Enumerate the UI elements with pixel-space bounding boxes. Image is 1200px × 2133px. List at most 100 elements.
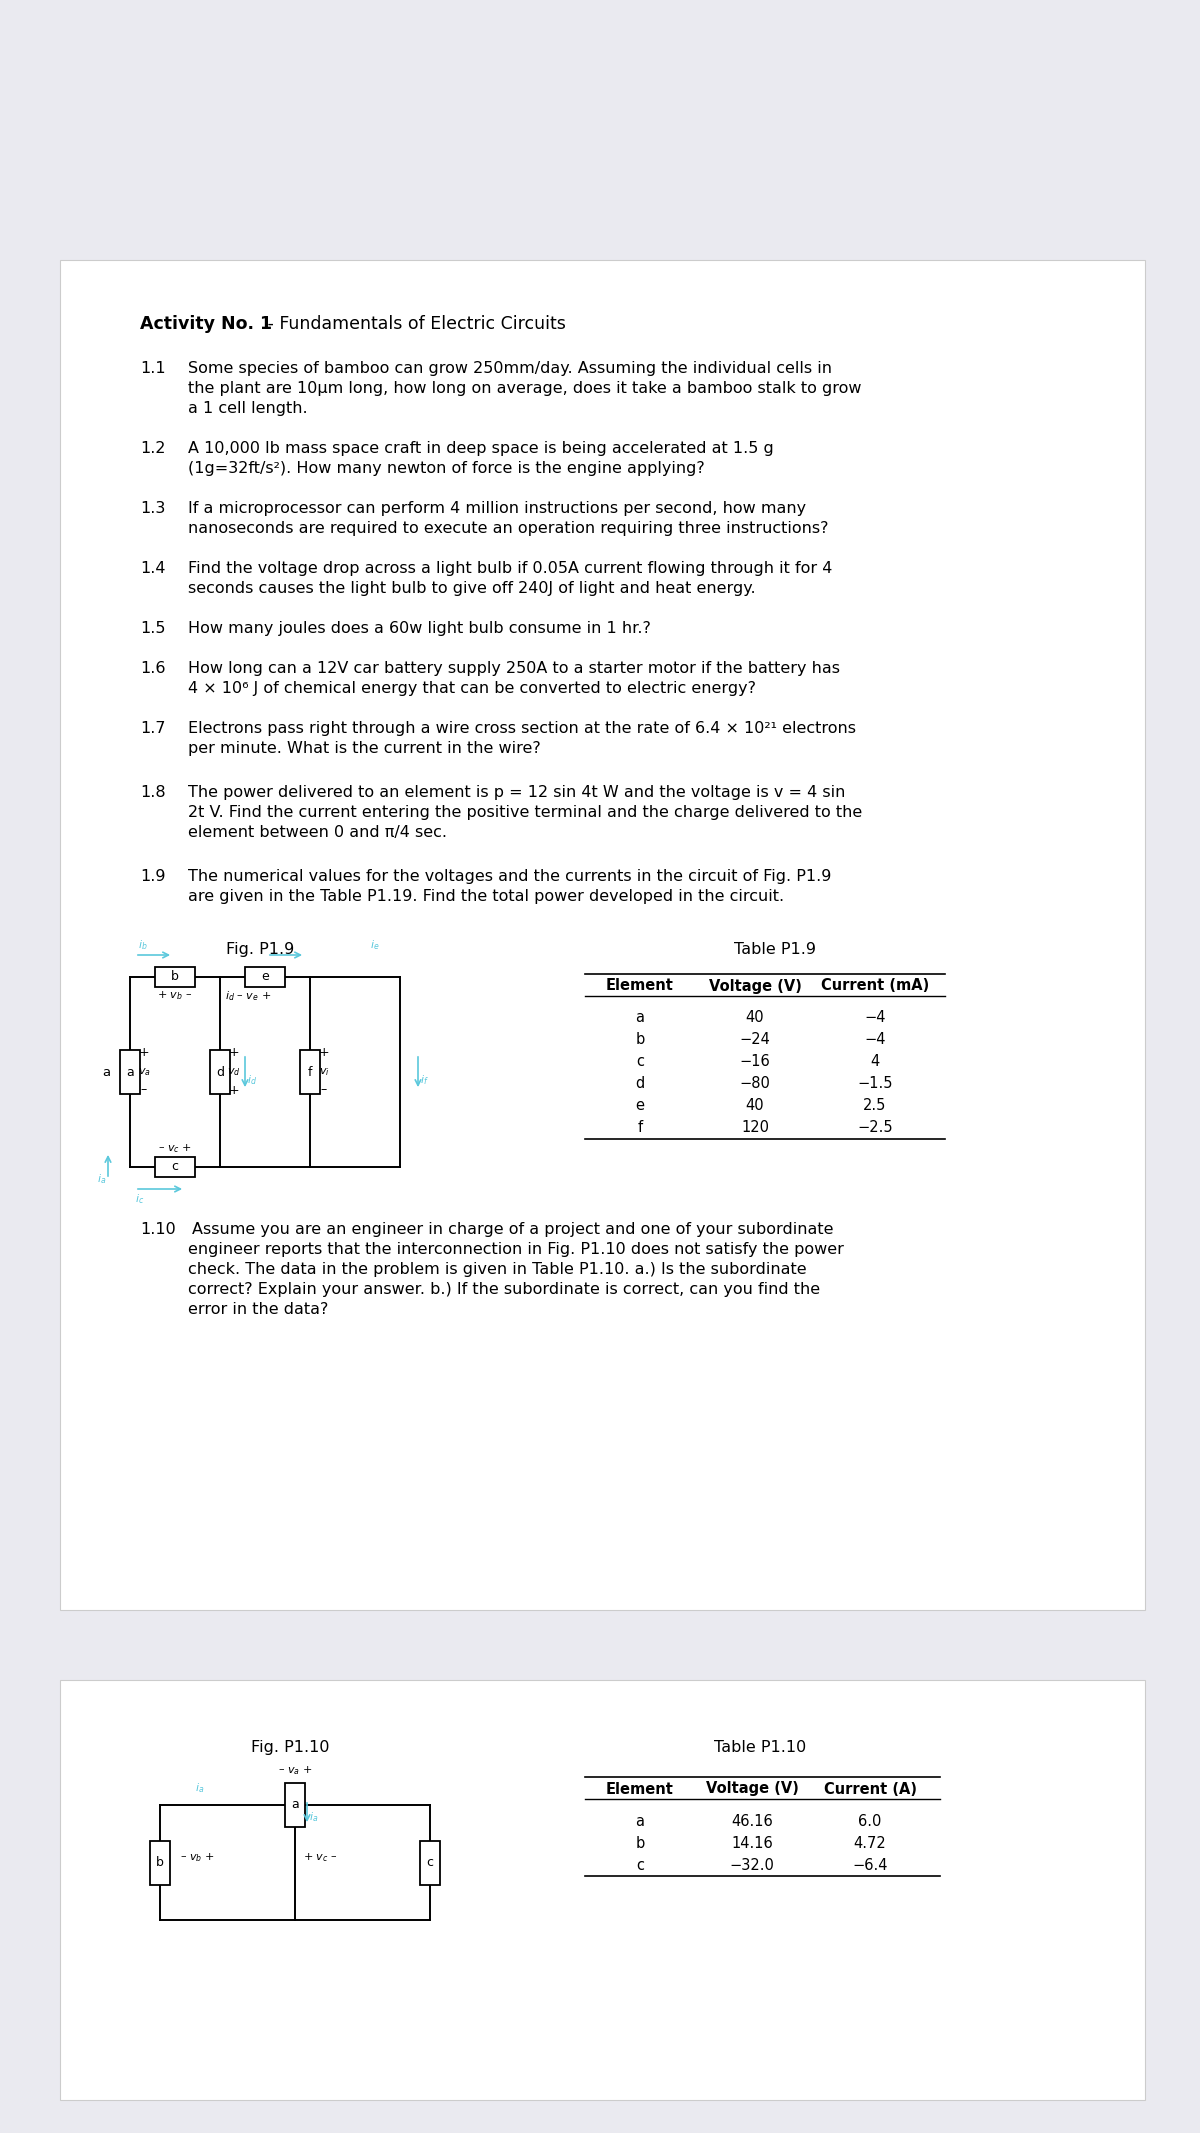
Text: −1.5: −1.5 xyxy=(857,1077,893,1092)
Text: −80: −80 xyxy=(739,1077,770,1092)
Text: Voltage (V): Voltage (V) xyxy=(706,1781,798,1796)
Text: How many joules does a 60w light bulb consume in 1 hr.?: How many joules does a 60w light bulb co… xyxy=(188,621,650,636)
Text: 1.7: 1.7 xyxy=(140,721,166,736)
Text: 1.6: 1.6 xyxy=(140,661,166,676)
Text: −32.0: −32.0 xyxy=(730,1858,774,1873)
Bar xyxy=(286,1783,305,1828)
Text: Fig. P1.9: Fig. P1.9 xyxy=(226,943,294,958)
Text: Table P1.10: Table P1.10 xyxy=(714,1741,806,1755)
Text: −6.4: −6.4 xyxy=(852,1858,888,1873)
Text: 1.10: 1.10 xyxy=(140,1222,175,1237)
Text: f: f xyxy=(637,1120,642,1135)
Text: How long can a 12V car battery supply 250A to a starter motor if the battery has: How long can a 12V car battery supply 25… xyxy=(188,661,840,676)
Text: 14.16: 14.16 xyxy=(731,1837,773,1851)
Bar xyxy=(155,1156,194,1177)
Text: f: f xyxy=(307,1066,312,1079)
Text: +: + xyxy=(229,1084,239,1096)
Text: – $v_c$ +: – $v_c$ + xyxy=(158,1141,192,1154)
Text: The numerical values for the voltages and the currents in the circuit of Fig. P1: The numerical values for the voltages an… xyxy=(188,868,832,883)
Bar xyxy=(150,1841,170,1883)
Text: –: – xyxy=(320,1084,328,1096)
Text: $i_b$: $i_b$ xyxy=(138,939,148,951)
Text: c: c xyxy=(636,1054,644,1069)
Text: If a microprocessor can perform 4 million instructions per second, how many: If a microprocessor can perform 4 millio… xyxy=(188,501,806,516)
Text: 4: 4 xyxy=(870,1054,880,1069)
Text: d: d xyxy=(216,1066,224,1079)
Text: 2.5: 2.5 xyxy=(863,1098,887,1113)
Text: + $v_b$ –: + $v_b$ – xyxy=(157,990,193,1003)
Text: c: c xyxy=(636,1858,644,1873)
Text: a: a xyxy=(126,1066,134,1079)
Text: e: e xyxy=(636,1098,644,1113)
Bar xyxy=(420,1841,440,1883)
Text: The power delivered to an element is p = 12 sin 4t W and the voltage is v = 4 si: The power delivered to an element is p =… xyxy=(188,785,845,800)
Text: per minute. What is the current in the wire?: per minute. What is the current in the w… xyxy=(188,740,541,755)
Text: Voltage (V): Voltage (V) xyxy=(708,979,802,994)
Text: check. The data in the problem is given in Table P1.10. a.) Is the subordinate: check. The data in the problem is given … xyxy=(188,1263,806,1278)
Text: engineer reports that the interconnection in Fig. P1.10 does not satisfy the pow: engineer reports that the interconnectio… xyxy=(188,1241,844,1256)
Text: Table P1.9: Table P1.9 xyxy=(734,943,816,958)
Text: 1.5: 1.5 xyxy=(140,621,166,636)
Text: a 1 cell length.: a 1 cell length. xyxy=(188,401,307,416)
Text: the plant are 10μm long, how long on average, does it take a bamboo stalk to gro: the plant are 10μm long, how long on ave… xyxy=(188,382,862,397)
Text: a: a xyxy=(102,1066,110,1079)
Text: 1.4: 1.4 xyxy=(140,561,166,576)
Text: d: d xyxy=(635,1077,644,1092)
Text: 1.3: 1.3 xyxy=(140,501,166,516)
Text: 1.1: 1.1 xyxy=(140,360,166,375)
Text: −24: −24 xyxy=(739,1032,770,1047)
Bar xyxy=(60,1681,1145,2101)
Text: –: – xyxy=(140,1084,148,1096)
Text: −4: −4 xyxy=(864,1032,886,1047)
Text: b: b xyxy=(635,1032,644,1047)
Text: A 10,000 lb mass space craft in deep space is being accelerated at 1.5 g: A 10,000 lb mass space craft in deep spa… xyxy=(188,442,774,456)
Text: 6.0: 6.0 xyxy=(858,1813,882,1828)
Text: $i_f$: $i_f$ xyxy=(420,1073,428,1088)
Text: $i_c$: $i_c$ xyxy=(134,1192,144,1205)
Text: – $v_a$ +: – $v_a$ + xyxy=(277,1764,312,1777)
Text: Activity No. 1: Activity No. 1 xyxy=(140,316,272,333)
Text: correct? Explain your answer. b.) If the subordinate is correct, can you find th: correct? Explain your answer. b.) If the… xyxy=(188,1282,820,1297)
Text: −16: −16 xyxy=(739,1054,770,1069)
Text: Current (A): Current (A) xyxy=(823,1781,917,1796)
Text: b: b xyxy=(156,1856,164,1869)
Text: 46.16: 46.16 xyxy=(731,1813,773,1828)
Text: $v_i$: $v_i$ xyxy=(319,1066,329,1077)
Text: e: e xyxy=(262,971,269,983)
Text: 1.9: 1.9 xyxy=(140,868,166,883)
Text: $v_d$: $v_d$ xyxy=(227,1066,241,1077)
Text: 1.2: 1.2 xyxy=(140,442,166,456)
Bar xyxy=(155,966,194,988)
Text: $i_a$: $i_a$ xyxy=(310,1811,318,1824)
Text: 40: 40 xyxy=(745,1011,764,1026)
Text: $i_a$: $i_a$ xyxy=(97,1171,106,1186)
Text: Some species of bamboo can grow 250mm/day. Assuming the individual cells in: Some species of bamboo can grow 250mm/da… xyxy=(188,360,832,375)
Text: c: c xyxy=(426,1856,433,1869)
Text: (1g=32ft/s²). How many newton of force is the engine applying?: (1g=32ft/s²). How many newton of force i… xyxy=(188,461,704,476)
Text: Find the voltage drop across a light bulb if 0.05A current flowing through it fo: Find the voltage drop across a light bul… xyxy=(188,561,833,576)
Text: a: a xyxy=(636,1011,644,1026)
Text: Element: Element xyxy=(606,979,674,994)
Text: Electrons pass right through a wire cross section at the rate of 6.4 × 10²¹ elec: Electrons pass right through a wire cros… xyxy=(188,721,856,736)
Bar xyxy=(120,1049,140,1094)
Text: +: + xyxy=(229,1045,239,1058)
Text: 1.8: 1.8 xyxy=(140,785,166,800)
Text: $v_a$: $v_a$ xyxy=(138,1066,150,1077)
Text: b: b xyxy=(635,1837,644,1851)
Text: - Fundamentals of Electric Circuits: - Fundamentals of Electric Circuits xyxy=(262,316,566,333)
Text: seconds causes the light bulb to give off 240J of light and heat energy.: seconds causes the light bulb to give of… xyxy=(188,580,756,595)
Text: Assume you are an engineer in charge of a project and one of your subordinate: Assume you are an engineer in charge of … xyxy=(192,1222,834,1237)
Text: $i_e$: $i_e$ xyxy=(370,939,379,951)
Text: element between 0 and π/4 sec.: element between 0 and π/4 sec. xyxy=(188,825,446,840)
Text: – $v_b$ +: – $v_b$ + xyxy=(180,1851,215,1864)
Text: 4.72: 4.72 xyxy=(853,1837,887,1851)
Text: −2.5: −2.5 xyxy=(857,1120,893,1135)
Text: a: a xyxy=(636,1813,644,1828)
Text: 120: 120 xyxy=(742,1120,769,1135)
Text: 40: 40 xyxy=(745,1098,764,1113)
Text: + $v_c$ –: + $v_c$ – xyxy=(302,1851,337,1864)
Bar xyxy=(60,260,1145,1610)
Text: +: + xyxy=(139,1045,149,1058)
Text: a: a xyxy=(292,1798,299,1811)
Text: error in the data?: error in the data? xyxy=(188,1301,329,1316)
